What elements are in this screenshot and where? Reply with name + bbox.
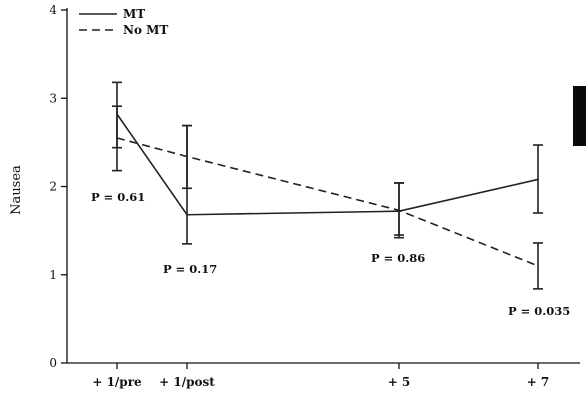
x-tick-label: + 7 (527, 375, 550, 389)
p-value-label: P = 0.17 (163, 262, 217, 276)
y-tick-label: 1 (49, 268, 57, 282)
data-point (186, 155, 188, 158)
data-point (186, 213, 188, 216)
x-tick-label: + 5 (388, 375, 411, 389)
p-value-label: P = 0.61 (91, 190, 145, 204)
legend-label: No MT (123, 23, 168, 37)
y-axis-label: Nausea (9, 165, 24, 215)
x-tick-label: + 1/post (159, 375, 215, 389)
series-line-mt (116, 113, 539, 216)
p-value-label: P = 0.035 (508, 304, 570, 318)
series-line-no-mt (116, 137, 539, 267)
legend: MT No MT (79, 7, 168, 37)
axes: 0 1 2 3 4 + 1/pre + 1/post + 5 + 7 Nausea (9, 3, 580, 389)
data-point (398, 209, 400, 212)
y-tick-label: 3 (49, 91, 57, 105)
data-point (537, 265, 539, 267)
series-layer (112, 81, 543, 290)
data-point (116, 137, 118, 139)
legend-label: MT (123, 7, 145, 21)
side-block (573, 86, 586, 146)
y-tick-label: 0 (49, 356, 57, 370)
y-tick-label: 4 (49, 3, 57, 17)
data-point (537, 178, 539, 181)
x-tick-label: + 1/pre (92, 375, 142, 389)
p-value-label: P = 0.86 (371, 251, 425, 265)
y-tick-label: 2 (49, 180, 57, 194)
p-value-annotations: P = 0.61 P = 0.17 P = 0.86 P = 0.035 (91, 190, 570, 318)
